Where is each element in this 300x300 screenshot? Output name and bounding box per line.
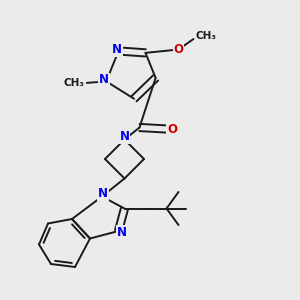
- Text: N: N: [116, 226, 127, 239]
- Text: N: N: [119, 130, 130, 143]
- Text: N: N: [112, 43, 122, 56]
- Text: O: O: [173, 43, 184, 56]
- Text: CH₃: CH₃: [196, 31, 217, 41]
- Text: N: N: [98, 187, 108, 200]
- Text: CH₃: CH₃: [63, 78, 84, 88]
- Text: N: N: [99, 74, 109, 86]
- Text: O: O: [167, 122, 177, 136]
